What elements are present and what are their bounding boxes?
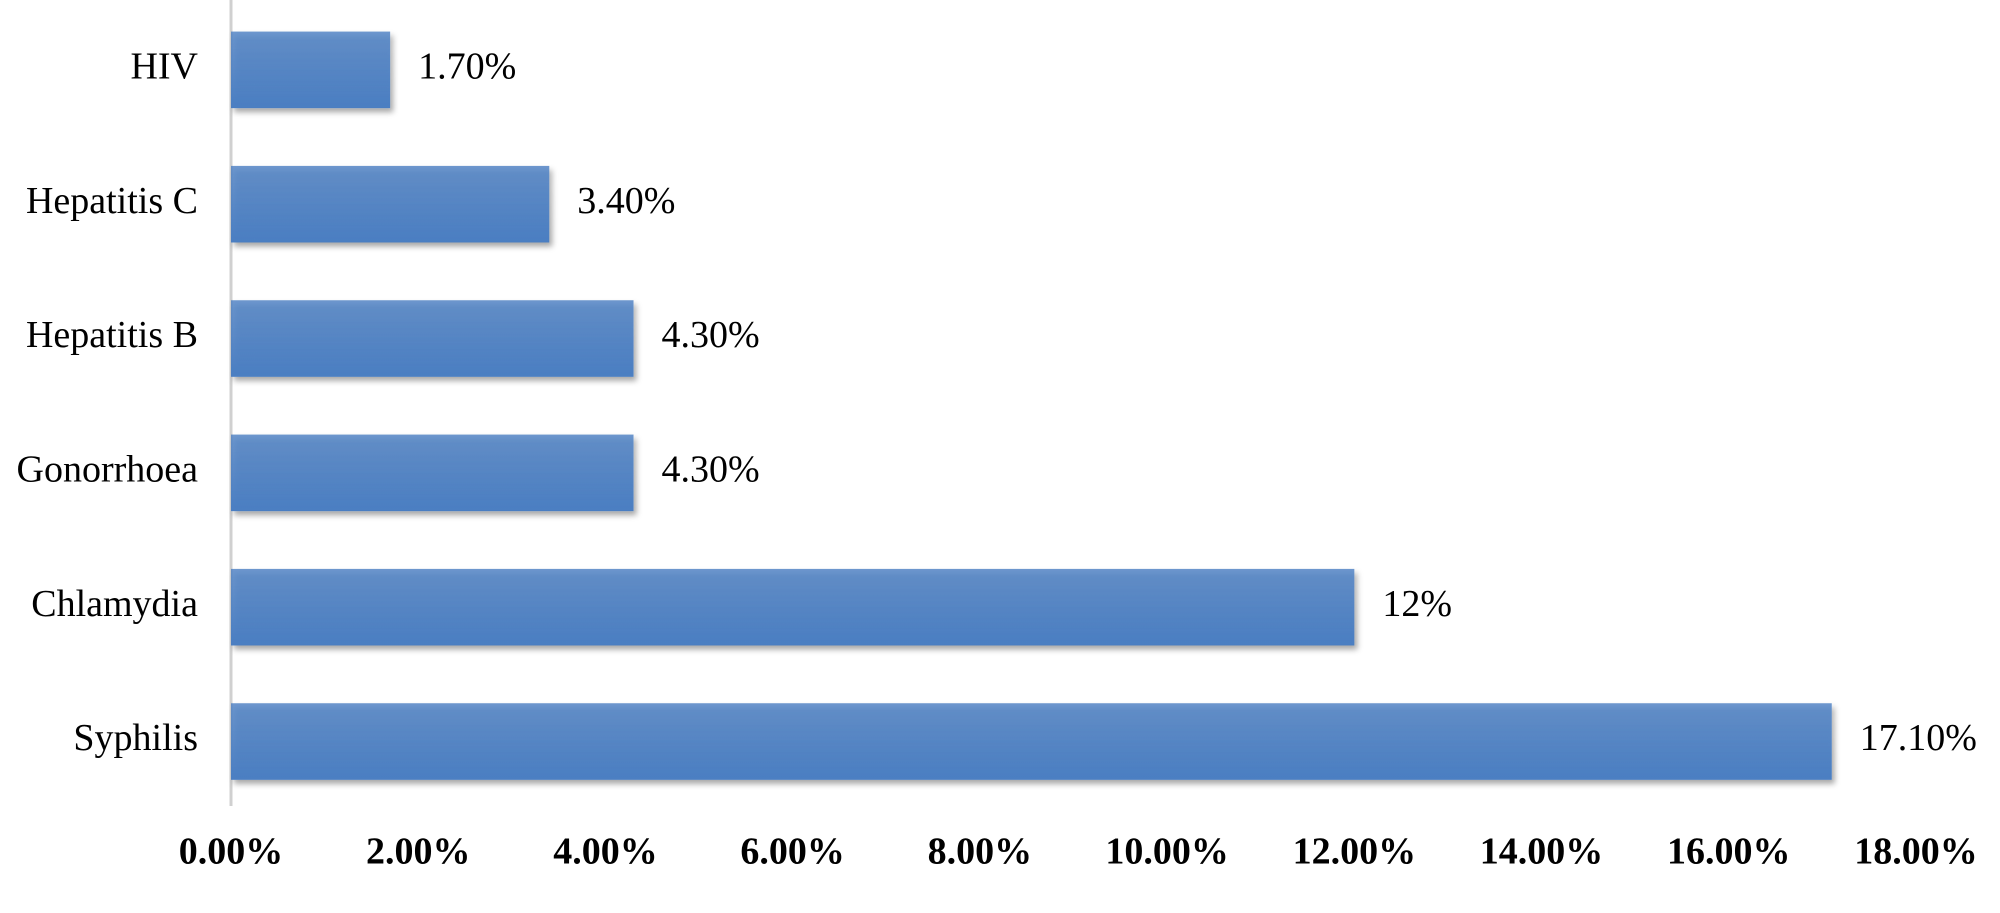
value-label: 4.30%: [662, 314, 760, 356]
x-tick-label: 16.00%: [1667, 831, 1791, 873]
value-label: 1.70%: [418, 46, 516, 88]
y-tick-label: Hepatitis C: [26, 180, 198, 222]
x-tick-label: 12.00%: [1293, 831, 1417, 873]
x-tick-label: 6.00%: [740, 831, 845, 873]
bar: [231, 165, 550, 243]
value-label: 4.30%: [662, 449, 760, 491]
y-tick-label: Gonorrhoea: [17, 449, 199, 491]
value-label: 12%: [1382, 583, 1452, 625]
x-tick-label: 0.00%: [179, 831, 284, 873]
bar: [231, 703, 1832, 780]
bar: [231, 434, 634, 512]
x-tick-label: 2.00%: [366, 831, 471, 873]
x-tick-label: 4.00%: [553, 831, 658, 873]
y-tick-label: Syphilis: [73, 717, 198, 759]
x-tick-label: 10.00%: [1105, 831, 1229, 873]
value-label: 3.40%: [577, 180, 675, 222]
y-tick-label: HIV: [130, 46, 198, 88]
y-tick-label: Hepatitis B: [26, 314, 198, 356]
bar: [231, 568, 1355, 646]
value-label: 17.10%: [1860, 717, 1977, 759]
x-tick-label: 18.00%: [1854, 831, 1978, 873]
x-tick-label: 8.00%: [928, 831, 1033, 873]
bar: [231, 31, 391, 109]
x-tick-label: 14.00%: [1480, 831, 1604, 873]
y-tick-label: Chlamydia: [31, 583, 198, 625]
bar: [231, 300, 634, 377]
